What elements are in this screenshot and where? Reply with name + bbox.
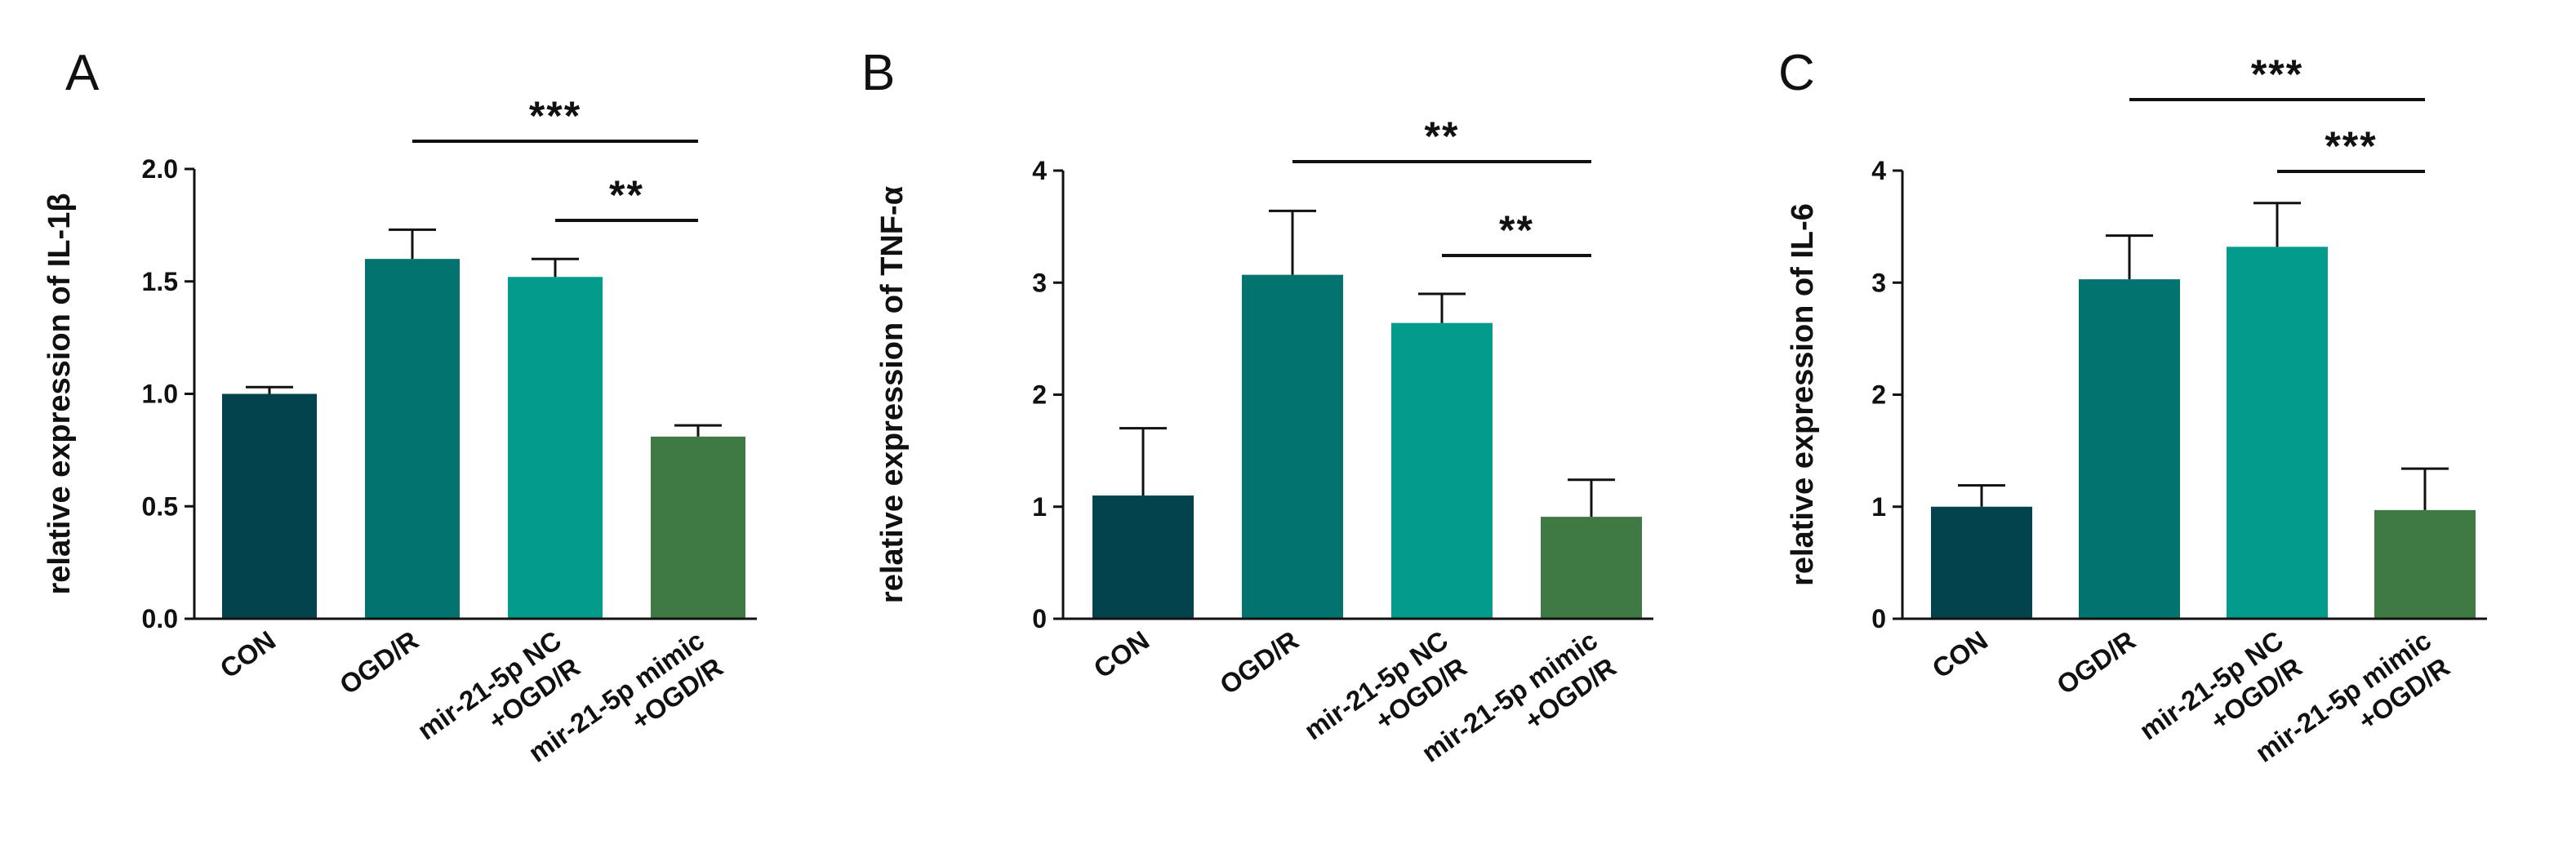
y-tick-label: 1: [1032, 492, 1047, 522]
panel-letter: B: [861, 45, 895, 101]
bar: [2227, 247, 2328, 619]
y-tick-label: 2: [1871, 380, 1886, 410]
x-category-label: OGD/R: [1214, 624, 1304, 700]
y-axis-title: relative expression of IL-1β: [42, 193, 77, 594]
significance-label: ***: [529, 93, 581, 139]
y-tick-label: 3: [1871, 268, 1886, 297]
significance-label: ***: [2325, 123, 2377, 169]
x-category-label: CON: [215, 624, 281, 683]
y-tick-label: 0.5: [142, 491, 178, 521]
y-tick-label: 2: [1032, 380, 1047, 410]
y-tick-label: 0.0: [142, 604, 178, 633]
y-tick-label: 0: [1032, 604, 1047, 633]
bar: [222, 393, 317, 619]
bar: [1242, 274, 1343, 619]
y-tick-label: 3: [1032, 268, 1047, 297]
bar: [1391, 322, 1493, 619]
bar: [2079, 279, 2180, 619]
y-tick-label: 4: [1032, 156, 1047, 185]
y-axis-title: relative expression of IL-6: [1786, 203, 1820, 586]
bar: [365, 259, 460, 619]
y-tick-label: 2.0: [142, 154, 178, 184]
y-tick-label: 1.0: [142, 380, 178, 409]
y-tick-label: 1.5: [142, 267, 178, 296]
y-tick-label: 4: [1871, 156, 1886, 185]
bar: [651, 436, 745, 619]
significance-label: **: [1499, 207, 1534, 253]
x-category-label: OGD/R: [334, 624, 424, 700]
x-category-label: CON: [1927, 624, 1993, 683]
bar: [508, 277, 603, 619]
bar: [1931, 506, 2032, 619]
y-tick-label: 1: [1871, 492, 1886, 522]
bar: [2374, 509, 2476, 619]
bar: [1541, 517, 1642, 619]
panel-letter: C: [1778, 45, 1815, 101]
y-axis-title: relative expression of TNF-α: [875, 186, 910, 603]
y-tick-label: 0: [1871, 604, 1886, 633]
significance-label: ***: [2251, 51, 2303, 97]
x-category-label: CON: [1088, 624, 1155, 683]
panel-letter: A: [65, 45, 100, 101]
x-category-label: OGD/R: [2051, 624, 2141, 700]
bar: [1092, 495, 1194, 619]
significance-label: **: [1425, 113, 1460, 159]
significance-label: **: [609, 172, 644, 218]
